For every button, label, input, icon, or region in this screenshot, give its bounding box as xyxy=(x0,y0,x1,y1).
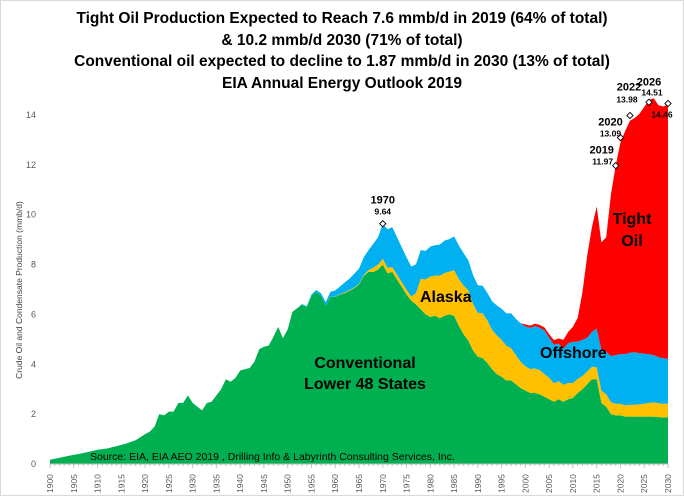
x-tick-label: 2015 xyxy=(592,474,602,493)
area-series-group xyxy=(50,98,668,464)
x-tick-label: 1935 xyxy=(211,474,221,493)
chart-title: Tight Oil Production Expected to Reach 7… xyxy=(0,8,684,94)
x-tick-label: 1970 xyxy=(378,474,388,493)
total-marker xyxy=(645,98,653,107)
area-offshore xyxy=(50,223,668,460)
x-tick-label: 2010 xyxy=(568,474,578,493)
x-tick-label: 2025 xyxy=(639,474,649,493)
x-tick-label: 1975 xyxy=(402,474,412,493)
x-tick-label: 1950 xyxy=(283,474,293,493)
y-axis-label: Crude Oil and Condensate Production (mmb… xyxy=(14,201,24,379)
annotation-value: 11.97 xyxy=(592,157,613,167)
annotation-value: 13.98 xyxy=(616,94,638,104)
x-ticks: 1900 1905 1910 1915 1920 1925 1930 1935 1940 1945… xyxy=(45,464,673,493)
y-tick-label: 2 xyxy=(31,409,36,419)
title-line-4: EIA Annual Energy Outlook 2019 xyxy=(221,74,462,92)
annotation-value: 14.51 xyxy=(641,87,663,97)
y-tick-label: 0 xyxy=(31,459,36,469)
annotation-year: 2026 xyxy=(637,76,661,88)
x-tick-label: 1915 xyxy=(116,474,126,493)
title-line-2: & 10.2 mmb/d 2030 (71% of total) xyxy=(221,31,463,49)
x-tick-label: 1940 xyxy=(235,474,245,493)
area-conventional-lower-48-states xyxy=(50,264,668,464)
label-conventional-line2: Lower 48 States xyxy=(304,376,426,393)
x-tick-label: 1955 xyxy=(306,474,316,493)
x-tick-label: 1905 xyxy=(69,474,79,493)
y-tick-label: 12 xyxy=(26,160,36,170)
title-line-3: Conventional oil expected to decline to … xyxy=(74,53,610,70)
x-tick-label: 1985 xyxy=(449,474,459,493)
x-tick-label: 1965 xyxy=(354,474,364,493)
x-tick-label: 1960 xyxy=(330,474,340,493)
x-tick-label: 1995 xyxy=(497,474,507,493)
total-marker xyxy=(616,133,625,142)
x-tick-label: 1980 xyxy=(425,474,435,493)
source-note: Source: EIA, EIA AEO 2019 , Drilling Inf… xyxy=(90,451,455,463)
x-tick-label: 2030 xyxy=(663,474,673,493)
x-tick-label: 1925 xyxy=(164,474,174,493)
axes-group: 1900 1905 1910 1915 1920 1925 1930 1935 1940 1945… xyxy=(26,110,673,493)
x-tick-label: 1945 xyxy=(259,474,269,493)
label-tight-line2: Oil xyxy=(621,233,642,250)
annotation-value: 9.64 xyxy=(374,207,391,217)
y-ticks: 0 2 4 6 8 10 12 14 xyxy=(26,110,36,469)
x-tick-label: 2020 xyxy=(615,474,625,493)
annotation-value: 13.09 xyxy=(600,129,622,139)
total-marker xyxy=(664,99,672,108)
y-tick-label: 10 xyxy=(26,210,36,220)
y-tick-label: 4 xyxy=(31,359,36,369)
annotation-year: 2020 xyxy=(598,117,622,129)
total-marker xyxy=(626,111,634,120)
x-tick-label: 2000 xyxy=(520,474,530,493)
y-tick-label: 8 xyxy=(31,260,36,270)
total-marker xyxy=(379,219,387,228)
label-conventional-line1: Conventional xyxy=(314,355,415,372)
annotation-year: 2019 xyxy=(589,145,613,157)
annotation-year: 1970 xyxy=(371,195,395,207)
total-marker xyxy=(611,161,620,170)
x-tick-label: 1900 xyxy=(45,474,55,493)
label-alaska: Alaska xyxy=(420,289,472,306)
annotation-value: 14.46 xyxy=(651,110,673,120)
x-tick-label: 1910 xyxy=(93,474,103,493)
x-tick-label: 1920 xyxy=(140,474,150,493)
annotations-group: 19709.64201911.97202013.09202213.9820261… xyxy=(371,76,673,228)
label-tight-line1: Tight xyxy=(613,211,652,228)
label-offshore: Offshore xyxy=(540,345,607,362)
x-tick-label: 2005 xyxy=(544,474,554,493)
y-tick-label: 6 xyxy=(31,309,36,319)
x-tick-label: 1990 xyxy=(473,474,483,493)
y-tick-label: 14 xyxy=(26,110,36,120)
title-line-1: Tight Oil Production Expected to Reach 7… xyxy=(76,10,608,27)
x-tick-label: 1930 xyxy=(188,474,198,493)
annotation-year: 2022 xyxy=(617,81,641,93)
